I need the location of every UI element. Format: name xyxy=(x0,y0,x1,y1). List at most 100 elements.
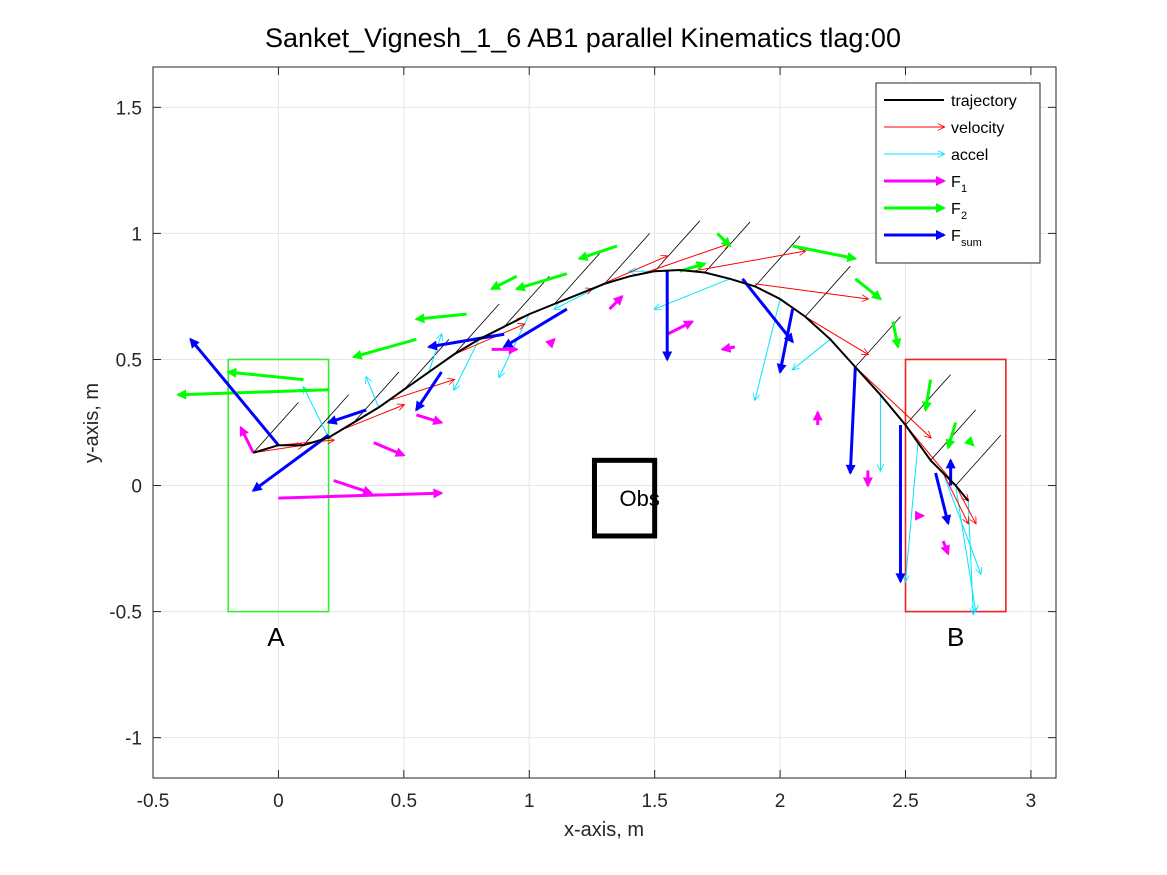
velocity-arrow xyxy=(804,316,868,355)
legend-subscript: 2 xyxy=(961,210,967,222)
x-tick-label: 1.5 xyxy=(641,791,667,812)
position-tick-line xyxy=(804,265,851,317)
f1-arrow xyxy=(239,425,255,454)
f1-arrow xyxy=(278,488,444,500)
f2-arrow xyxy=(891,321,902,349)
legend-label: velocity xyxy=(951,120,1004,137)
f2-arrow xyxy=(716,232,732,248)
velocity-arrow xyxy=(391,380,454,401)
fsum-arrow xyxy=(776,308,795,375)
f2-arrow xyxy=(792,244,858,262)
region-b-box xyxy=(904,358,1007,613)
fsum-arrow xyxy=(326,408,367,425)
legend-subscript: sum xyxy=(961,237,982,249)
velocity-arrow xyxy=(453,324,524,355)
accel-arrow xyxy=(454,339,480,389)
legend-label: accel xyxy=(951,147,988,164)
y-tick-label: 0.5 xyxy=(116,350,142,371)
position-tick-line xyxy=(554,253,600,305)
fsum-arrow xyxy=(741,277,794,344)
f2-arrow xyxy=(414,312,467,324)
y-tick-label: 1 xyxy=(131,224,142,245)
position-tick-line xyxy=(253,402,299,454)
f2-arrow xyxy=(945,422,958,450)
f1-arrow xyxy=(720,342,736,353)
y-tick-label: 1.5 xyxy=(116,98,142,119)
accel-arrow xyxy=(793,338,831,369)
f1-arrow xyxy=(333,479,374,496)
position-tick-line xyxy=(654,220,701,272)
f2-arrow xyxy=(854,277,882,301)
accel-arrow xyxy=(304,387,330,438)
y-axis-label: y-axis, m xyxy=(81,383,103,463)
fsum-arrow xyxy=(415,371,443,412)
accel-arrow xyxy=(967,500,973,614)
fsum-arrow xyxy=(189,337,280,447)
accel-arrow xyxy=(428,334,442,373)
x-tick-label: 3 xyxy=(1026,791,1037,812)
obstacle: Obs xyxy=(591,457,660,539)
fsum-arrow xyxy=(426,332,505,351)
f2-arrow xyxy=(351,337,417,360)
x-tick-label: 0.5 xyxy=(391,791,417,812)
fsum-arrow xyxy=(251,433,330,492)
velocity-arrow xyxy=(253,445,303,454)
x-tick-label: 0 xyxy=(273,791,284,812)
f2-arrow xyxy=(176,388,329,400)
region-a-label: A xyxy=(267,622,285,652)
velocity-arrow xyxy=(854,366,930,438)
legend-label: trajectory xyxy=(951,93,1017,110)
fsum-arrow xyxy=(845,366,857,475)
f1-arrow xyxy=(608,295,624,311)
y-axis-ticks: -1 -0.5 0 0.5 1 1.5 xyxy=(109,98,1056,750)
x-axis-label: x-axis, m xyxy=(564,819,644,841)
position-tick-line xyxy=(955,434,1002,486)
region-b-label: B xyxy=(947,622,964,652)
accel-arrow xyxy=(755,298,781,400)
position-tick-line xyxy=(503,275,550,327)
y-tick-label: 0 xyxy=(131,477,142,498)
chart-title: Sanket_Vignesh_1_6 AB1 parallel Kinemati… xyxy=(265,23,901,53)
f2-arrow xyxy=(514,272,568,292)
f2-arrow xyxy=(226,367,304,382)
obstacle-box xyxy=(591,457,658,539)
accel-arrow xyxy=(906,442,919,582)
region-a-box xyxy=(227,358,330,613)
legend-label: F xyxy=(951,201,961,218)
velocity-arrow xyxy=(754,283,868,299)
x-tick-label: 1 xyxy=(524,791,535,812)
velocity-arrow xyxy=(340,405,404,431)
plot-frame xyxy=(152,66,1057,779)
position-tick-line xyxy=(453,303,500,355)
velocity-arrow xyxy=(692,251,805,272)
position-tick-line xyxy=(754,235,801,287)
x-tick-label: 2.5 xyxy=(892,791,918,812)
f2-arrow xyxy=(577,244,618,261)
legend-label: F xyxy=(951,228,961,245)
f1-arrow xyxy=(373,441,406,457)
fsum-arrow xyxy=(502,307,568,349)
x-axis-ticks: -0.5 0 0.5 1 1.5 2 2.5 3 xyxy=(137,67,1037,812)
velocity-arrow xyxy=(942,472,968,523)
position-tick-line xyxy=(604,233,650,285)
position-tick-line xyxy=(403,339,450,390)
position-tick-line xyxy=(353,371,400,423)
legend-label: F xyxy=(951,174,961,191)
legend-subscript: 1 xyxy=(961,183,967,195)
f2-arrow xyxy=(489,274,518,291)
x-tick-label: -0.5 xyxy=(137,791,170,812)
velocity-arrow xyxy=(641,243,730,275)
obstacle-label: Obs xyxy=(620,486,660,511)
velocity-arrow xyxy=(955,485,976,524)
f1-arrow xyxy=(415,413,444,425)
x-tick-label: 2 xyxy=(775,791,786,812)
position-tick-line xyxy=(303,394,349,446)
f1-arrow xyxy=(666,320,695,336)
fsum-arrow xyxy=(934,472,952,526)
y-tick-label: -1 xyxy=(125,729,142,750)
f1-arrow xyxy=(940,540,950,556)
trajectory-line xyxy=(253,268,969,502)
